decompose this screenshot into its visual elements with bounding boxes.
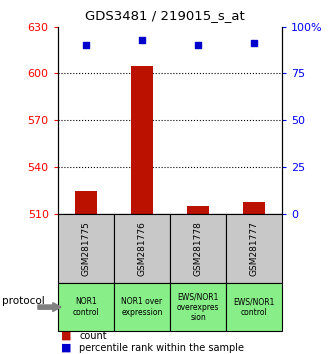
- Bar: [187, 206, 209, 214]
- Point: [139, 37, 145, 42]
- Text: NOR1
control: NOR1 control: [72, 297, 99, 317]
- Text: ■: ■: [61, 343, 72, 353]
- Text: ■: ■: [61, 331, 72, 341]
- Text: NOR1 over
expression: NOR1 over expression: [121, 297, 163, 317]
- Text: count: count: [79, 331, 107, 341]
- Text: percentile rank within the sample: percentile rank within the sample: [79, 343, 244, 353]
- Text: GSM281778: GSM281778: [193, 221, 203, 276]
- Text: GDS3481 / 219015_s_at: GDS3481 / 219015_s_at: [85, 9, 245, 22]
- Text: EWS/NOR1
control: EWS/NOR1 control: [233, 297, 275, 317]
- Bar: [243, 202, 265, 214]
- Point: [251, 41, 257, 46]
- Text: protocol: protocol: [2, 296, 45, 306]
- Text: GSM281775: GSM281775: [81, 221, 90, 276]
- Text: EWS/NOR1
overexpres
sion: EWS/NOR1 overexpres sion: [177, 292, 219, 322]
- Point: [83, 42, 88, 48]
- Point: [195, 42, 201, 48]
- Bar: [75, 191, 97, 214]
- Text: GSM281776: GSM281776: [137, 221, 147, 276]
- Text: GSM281777: GSM281777: [249, 221, 259, 276]
- Bar: [131, 65, 153, 214]
